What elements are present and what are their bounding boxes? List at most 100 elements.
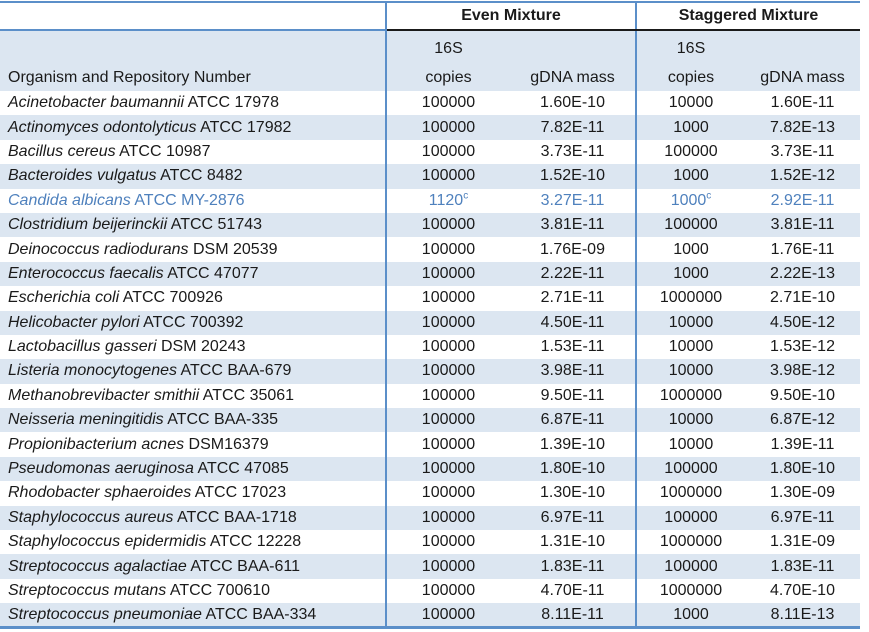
organism-name: Bacteroides vulgatus — [8, 167, 157, 185]
staggered-gdna-mass-cell: 2.92E-11 — [770, 191, 835, 209]
organism-name: Deinococcus radiodurans — [8, 240, 189, 258]
organism-cell: Candida albicans ATCC MY-2876 — [8, 191, 245, 209]
staggered-16s-copies-cell: 1000 — [635, 237, 745, 262]
even-gdna-mass-cell: 3.27E-11 — [540, 191, 605, 209]
even-16s-copies-cell: 100000 — [385, 505, 510, 531]
staggered-gdna-mass-cell: 1.83E-11 — [770, 557, 835, 575]
even-gdna-mass-cell: 4.70E-11 — [540, 582, 605, 599]
organism-cell: Clostridium beijerinckii ATCC 51743 — [8, 216, 263, 234]
organism-name: Clostridium beijerinckii — [8, 216, 168, 234]
footnote-marker: c — [706, 190, 712, 202]
organism-name: Bacillus cereus — [8, 142, 116, 160]
organism-name: Acinetobacter baumannii — [8, 94, 185, 112]
staggered-gdna-mass-cell: 2.71E-10 — [770, 289, 835, 307]
even-gdna-mass-cell: 1.53E-11 — [540, 338, 605, 356]
staggered-copies-label: copies — [667, 69, 715, 86]
table-row: Bacillus cereus ATCC 10987 100000 3.73E-11… — [0, 139, 860, 165]
staggered-gdna-mass-cell: 3.98E-12 — [770, 362, 835, 380]
organism-name: Enterococcus faecalis — [8, 264, 164, 282]
organism-name: Streptococcus pneumoniae — [8, 605, 202, 623]
even-16s-copies-cell: 100000 — [385, 310, 510, 335]
even-gdna-mass-cell: 9.50E-11 — [540, 386, 605, 404]
organism-cell: Acinetobacter baumannii ATCC 17978 — [8, 94, 279, 112]
organism-name: Pseudomonas aeruginosa — [8, 460, 194, 478]
staggered-16s-copies-cell: 1000000 — [635, 286, 745, 311]
even-gdna-mass-cell: 6.97E-11 — [540, 508, 605, 526]
organism-name: Helicobacter pylori — [8, 313, 140, 331]
even-gdna-mass-cell: 2.22E-11 — [540, 264, 605, 282]
even-gdna-mass-cell: 1.39E-10 — [540, 435, 605, 453]
staggered-mixture-group-header: Staggered Mixture — [635, 2, 860, 31]
organism-cell: Streptococcus agalactiae ATCC BAA-611 — [8, 557, 301, 575]
staggered-16s-copies-cell: 1000000 — [635, 530, 745, 555]
even-16s-copies-column-header: 16S copies — [385, 30, 510, 91]
column-header-row: Organism and Repository Number 16S copie… — [0, 30, 860, 91]
staggered-gdna-mass-cell: 6.87E-12 — [770, 411, 835, 429]
table-header: Even Mixture Staggered Mixture Organism … — [0, 2, 860, 91]
staggered-gdna-mass-cell: 3.73E-11 — [770, 142, 835, 160]
organism-cell: Listeria monocytogenes ATCC BAA-679 — [8, 362, 292, 380]
staggered-gdna-mass-cell: 8.11E-13 — [770, 605, 835, 623]
even-16s-copies-cell: 100000 — [385, 578, 510, 604]
footnote-marker: c — [463, 190, 469, 202]
staggered-gdna-mass-cell: 1.52E-12 — [770, 167, 835, 185]
staggered-gdna-mass-cell: 2.22E-13 — [770, 264, 835, 282]
organism-name: Listeria monocytogenes — [8, 362, 177, 380]
staggered-gdna-mass-cell: 1.30E-09 — [770, 484, 835, 502]
staggered-16s-copies-cell: 10000 — [635, 408, 745, 433]
staggered-gdna-mass-cell: 1.60E-11 — [770, 94, 835, 112]
table-row: Methanobrevibacter smithii ATCC 35061 100… — [0, 383, 860, 409]
table-row: Clostridium beijerinckii ATCC 51743 10000… — [0, 212, 860, 238]
even-16s-copies-cell: 100000 — [385, 359, 510, 384]
even-16s-copies-cell: 100000 — [385, 91, 510, 116]
even-16s-copies-cell: 100000 — [385, 237, 510, 262]
staggered-16s-copies-cell: 1000000 — [635, 383, 745, 409]
staggered-gdna-mass-cell: 4.70E-10 — [770, 582, 835, 599]
even-gdna-mass-cell: 1.52E-10 — [540, 167, 605, 185]
even-gdna-mass-cell: 7.82E-11 — [540, 118, 605, 136]
organism-cell: Escherichia coli ATCC 700926 — [8, 289, 223, 307]
organism-name: Streptococcus agalactiae — [8, 557, 187, 575]
staggered-gdna-mass-cell: 1.76E-11 — [770, 240, 835, 258]
staggered-16s-copies-cell: 100000 — [635, 554, 745, 579]
even-gdna-mass-cell: 1.31E-10 — [540, 533, 605, 551]
even-16s-copies-cell: 100000 — [385, 383, 510, 409]
table-body: Acinetobacter baumannii ATCC 17978 100000… — [0, 91, 860, 628]
staggered-gdna-mass-cell: 1.80E-10 — [770, 460, 835, 478]
staggered-gdna-mass-cell: 4.50E-12 — [770, 313, 835, 331]
even-16s-copies-cell: 100000 — [385, 286, 510, 311]
table-row: Streptococcus pneumoniae ATCC BAA-334 100… — [0, 603, 860, 628]
organism-cell: Staphylococcus epidermidis ATCC 12228 — [8, 533, 302, 551]
staggered-16s-copies-cell: 1000c — [635, 188, 745, 213]
staggered-16s-copies-column-header: 16S copies — [635, 30, 745, 91]
even-16s-copies-cell: 100000 — [385, 408, 510, 433]
even-16s-copies-cell: 100000 — [385, 554, 510, 579]
organism-cell: Deinococcus radiodurans DSM 20539 — [8, 240, 278, 258]
staggered-gdna-mass-cell: 7.82E-13 — [770, 118, 835, 136]
even-copies-label: copies — [425, 69, 472, 86]
organism-name: Candida albicans — [8, 191, 131, 209]
organism-cell: Neisseria meningitidis ATCC BAA-335 — [8, 411, 279, 429]
organism-cell: Streptococcus mutans ATCC 700610 — [8, 582, 271, 599]
organism-name: Lactobacillus gasseri — [8, 338, 157, 356]
even-gdna-mass-cell: 1.83E-11 — [540, 557, 605, 575]
organism-cell: Streptococcus pneumoniae ATCC BAA-334 — [8, 605, 317, 623]
even-16s-copies-cell: 100000 — [385, 334, 510, 360]
table-row: Lactobacillus gasseri DSM 20243 100000 1.5… — [0, 334, 860, 360]
table-row: Escherichia coli ATCC 700926 100000 2.71E-… — [0, 286, 860, 311]
staggered-gdna-mass-cell: 1.39E-11 — [770, 435, 835, 453]
organism-cell: Actinomyces odontolyticus ATCC 17982 — [8, 118, 292, 136]
table-row: Pseudomonas aeruginosa ATCC 47085 100000 1… — [0, 456, 860, 482]
even-gdna-mass-cell: 1.76E-09 — [540, 240, 605, 258]
even-16s-copies-cell: 100000 — [385, 261, 510, 287]
staggered-16s-copies-cell: 1000000 — [635, 481, 745, 506]
even-gdna-mass-cell: 8.11E-11 — [541, 605, 604, 623]
organism-name: Rhodobacter sphaeroides — [8, 484, 192, 502]
even-16s-copies-cell: 100000 — [385, 212, 510, 238]
organism-name: Methanobrevibacter smithii — [8, 386, 200, 404]
even-gdna-mass-cell: 3.98E-11 — [540, 362, 605, 380]
organism-cell: Propionibacterium acnes DSM16379 — [8, 435, 269, 453]
even-16s-copies-cell: 1120c — [385, 188, 510, 213]
staggered-16s-copies-cell: 1000 — [635, 164, 745, 189]
organism-cell: Pseudomonas aeruginosa ATCC 47085 — [8, 460, 289, 478]
